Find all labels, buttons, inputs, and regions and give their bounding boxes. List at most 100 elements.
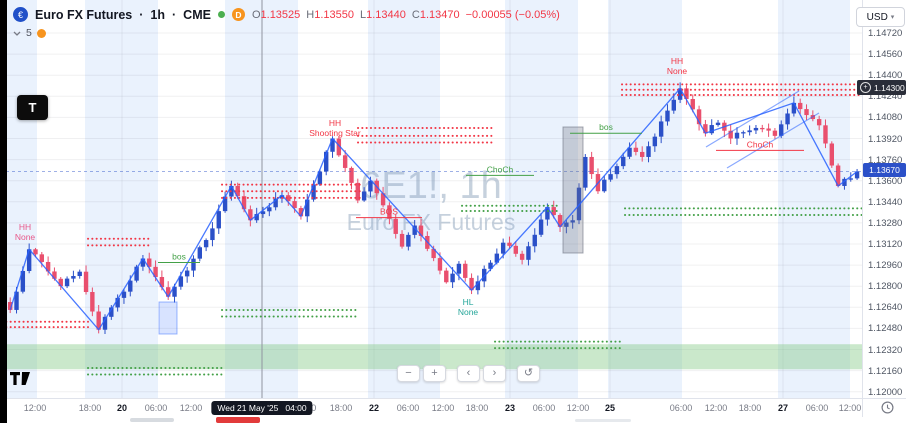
page-fragment	[216, 417, 260, 423]
candle-body	[854, 171, 860, 179]
candle-body	[450, 273, 455, 283]
time-scale-tick: 20	[116, 403, 128, 413]
swing-label[interactable]: None	[15, 232, 36, 242]
candle-body	[500, 242, 506, 254]
alert-price-badge[interactable]: + 1.14300	[857, 80, 906, 96]
delayed-data-icon[interactable]: D	[231, 8, 245, 21]
indicator-count[interactable]: 5	[26, 27, 32, 39]
price-scale-label: 1.13120	[868, 239, 903, 250]
currency-label: USD	[866, 11, 888, 23]
zigzag-line[interactable]	[9, 87, 858, 331]
session-band	[505, 0, 578, 398]
candle-body	[431, 248, 436, 259]
candle-body	[816, 119, 822, 126]
text-tool-button[interactable]: T	[17, 95, 48, 120]
candle-body	[652, 136, 658, 147]
candle-body	[26, 249, 32, 272]
price-scale-label: 1.12960	[868, 260, 903, 272]
candle-body	[241, 196, 247, 210]
swing-label[interactable]: HH	[671, 56, 683, 66]
swing-label[interactable]: None	[458, 307, 479, 317]
candle-body	[741, 132, 746, 134]
candle-body	[298, 208, 304, 217]
swing-label[interactable]: HL	[463, 297, 474, 307]
liquidity-levels[interactable]	[1, 83, 862, 376]
candle-body	[488, 262, 493, 269]
structure-label[interactable]: ChoCh	[487, 164, 514, 174]
structure-label[interactable]: ChoCh	[747, 139, 774, 149]
structure-label[interactable]: BOS	[380, 207, 398, 217]
candle-body	[184, 270, 190, 277]
candle-body	[804, 109, 809, 116]
time-scale-tick: 25	[604, 403, 616, 413]
time-scale[interactable]: 12:00 18:00 20 06:00 12:00 18:00 12:00 18:00 22 0…	[0, 398, 906, 418]
time-scale-tick: 12:00	[704, 403, 728, 413]
trend-channel-line[interactable]	[726, 112, 820, 169]
price-scale-label: 1.12320	[868, 344, 903, 356]
candle-body	[538, 219, 544, 235]
symbol-title[interactable]: Euro FX Futures	[35, 7, 133, 22]
session-band	[368, 0, 440, 398]
indicators-collapsed-row[interactable]: 5	[13, 27, 46, 39]
swing-label[interactable]: Shooting Star	[309, 128, 361, 138]
time-scale-tick: 12:00	[431, 403, 455, 413]
swing-label[interactable]: HH	[329, 118, 341, 128]
order-block-box[interactable]	[562, 126, 584, 254]
plus-circle-icon[interactable]: +	[860, 82, 871, 94]
candle-body	[64, 278, 70, 287]
candle-body	[254, 214, 259, 221]
session-bands	[0, 0, 850, 398]
structure-label[interactable]: bos	[599, 122, 613, 132]
zoom-out-button[interactable]: −	[397, 365, 420, 382]
scroll-left-button[interactable]: ‹	[457, 365, 480, 382]
candle-body	[463, 263, 468, 278]
zoom-in-button[interactable]: +	[423, 365, 446, 382]
candle-body	[766, 128, 771, 131]
price-scale-label: 1.14080	[868, 112, 903, 124]
time-scale-tick: 18:00	[465, 403, 489, 413]
order-blocks[interactable]	[158, 126, 584, 335]
candle-body	[172, 286, 177, 297]
open-value: 1.13525	[260, 8, 301, 21]
zigzag[interactable]	[9, 87, 858, 331]
time-scale-tick: 12:00	[23, 403, 47, 413]
reset-chart-button[interactable]: ↺	[517, 365, 540, 382]
candle-body	[798, 102, 803, 110]
price-scale-label: 1.12640	[868, 302, 903, 314]
candle-body	[387, 205, 392, 219]
time-scale-tick: 23	[504, 403, 516, 413]
swing-label[interactable]: None	[667, 66, 688, 76]
candle-body	[166, 287, 171, 297]
price-scale[interactable]: 1.14720 1.14560 1.14400 1.14240 1.14080 1.139…	[857, 0, 906, 398]
swing-label[interactable]: HH	[19, 222, 31, 232]
candle-body	[406, 234, 411, 247]
indicator-warning-icon[interactable]	[36, 28, 46, 38]
structure-label[interactable]: bos	[172, 251, 186, 261]
candle-body	[602, 179, 607, 192]
candle-body	[823, 125, 828, 144]
currency-dropdown[interactable]: USD ▾	[856, 7, 905, 27]
timezone-clock-icon[interactable]	[881, 401, 894, 419]
candle-body	[475, 281, 481, 291]
structure-marks[interactable]: bos BOS ChoCh bos ChoCh	[158, 122, 804, 263]
chevron-down-icon[interactable]	[13, 31, 21, 36]
candle-body	[526, 246, 531, 260]
tradingview-logo[interactable]	[10, 372, 30, 390]
time-scale-tick: 27	[777, 403, 789, 413]
candle-body	[380, 193, 386, 206]
timeframe-label[interactable]: 1h	[150, 7, 165, 22]
trend-channel-line[interactable]	[705, 90, 800, 148]
candle-body	[102, 316, 108, 330]
candle-body	[235, 185, 240, 197]
scroll-right-button[interactable]: ›	[483, 365, 506, 382]
symbol-header[interactable]: € Euro FX Futures · 1h · CME D O1.13525 …	[13, 7, 560, 22]
candle-body	[83, 271, 89, 293]
left-edge-strip	[0, 0, 7, 423]
alert-price-value: 1.14300	[874, 82, 905, 93]
candle-body	[665, 110, 670, 122]
trend-channel[interactable]	[705, 90, 820, 169]
order-block-box[interactable]	[158, 301, 178, 335]
